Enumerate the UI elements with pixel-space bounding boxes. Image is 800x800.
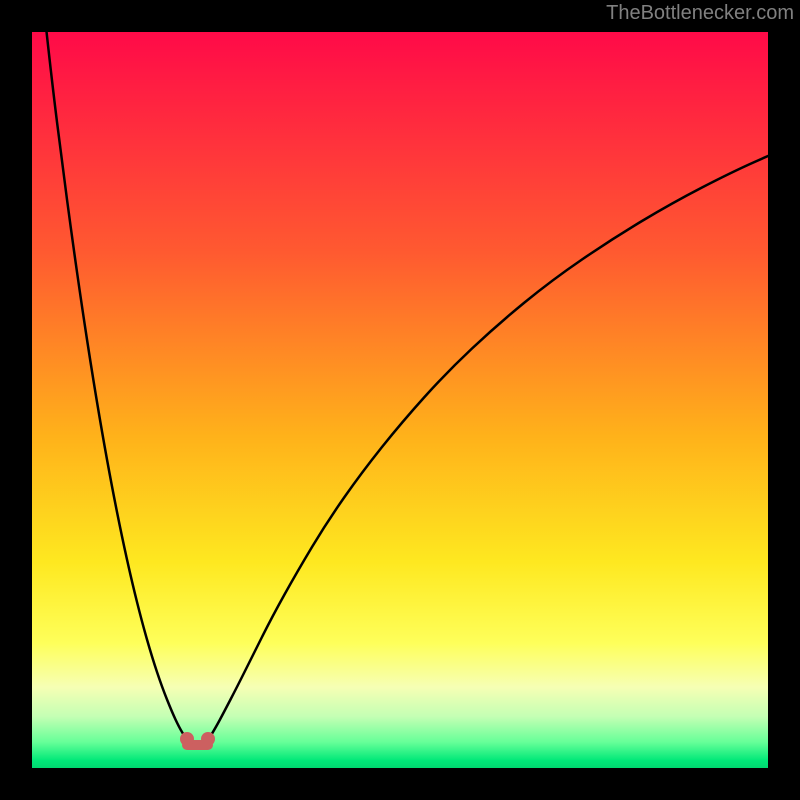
bottleneck-curve bbox=[32, 32, 768, 768]
plot-area bbox=[32, 32, 768, 768]
valley-marker-1 bbox=[201, 732, 215, 746]
right-curve bbox=[210, 152, 768, 737]
valley-marker-0 bbox=[180, 732, 194, 746]
left-curve bbox=[46, 32, 185, 737]
watermark-text: TheBottlenecker.com bbox=[606, 2, 794, 25]
outer-frame: TheBottlenecker.com bbox=[0, 0, 800, 800]
